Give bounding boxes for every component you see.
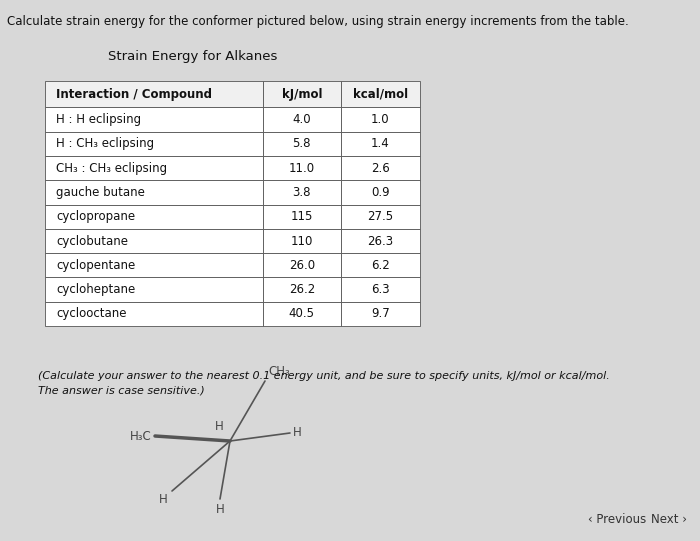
Text: Strain Energy for Alkanes: Strain Energy for Alkanes bbox=[108, 50, 278, 63]
Text: H: H bbox=[216, 503, 225, 516]
Text: H₃C: H₃C bbox=[130, 430, 152, 443]
Text: Next ›: Next › bbox=[651, 513, 687, 526]
Text: Calculate strain energy for the conformer pictured below, using strain energy in: Calculate strain energy for the conforme… bbox=[7, 15, 629, 28]
Text: H: H bbox=[293, 426, 302, 439]
Text: ‹ Previous: ‹ Previous bbox=[588, 513, 646, 526]
Text: The answer is case sensitive.): The answer is case sensitive.) bbox=[38, 385, 204, 395]
Text: H: H bbox=[215, 419, 224, 432]
Text: H: H bbox=[160, 493, 168, 506]
Text: CH₃: CH₃ bbox=[268, 365, 290, 378]
Text: (Calculate your answer to the nearest 0.1 energy unit, and be sure to specify un: (Calculate your answer to the nearest 0.… bbox=[38, 371, 610, 380]
